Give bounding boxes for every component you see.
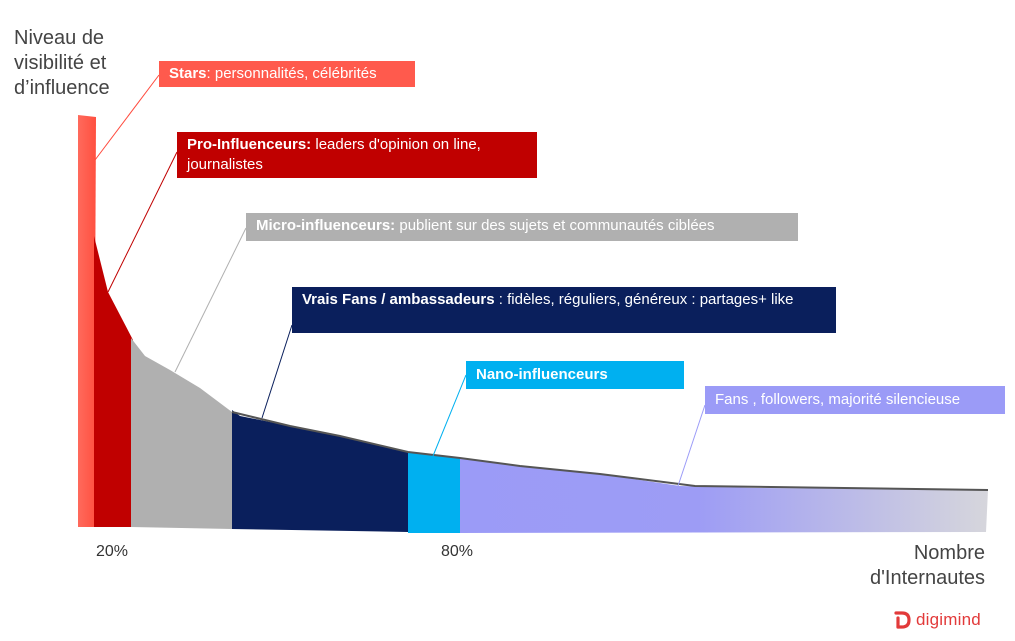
label-fans-followers: Fans , followers, majorité silencieuse: [705, 386, 1005, 414]
curve-outline: [231, 411, 989, 491]
label-pro-influenceurs: Pro-Influenceurs: leaders d'opinion on l…: [177, 132, 537, 178]
segment-vrais-fans: [232, 410, 408, 532]
segment-micro-influenceurs: [131, 338, 232, 529]
leader-line-micro: [174, 227, 247, 373]
leader-line-vrais-fans: [261, 324, 293, 419]
digimind-logo-text: digimind: [916, 610, 981, 629]
y-axis-label: Niveau de visibilité et d’influence: [14, 27, 110, 99]
leader-line-nano: [432, 374, 467, 457]
label-vrais-fans: Vrais Fans / ambassadeurs : fidèles, rég…: [292, 287, 836, 333]
x-axis-label: Nombre d'Internautes: [869, 542, 985, 589]
label-fans-desc: Fans , followers, majorité silencieuse: [715, 391, 961, 408]
label-vrais-fans-desc: : fidèles, réguliers, généreux : partage…: [494, 291, 794, 308]
leader-line-pro: [107, 151, 178, 293]
label-micro-title: Micro-influenceurs:: [256, 217, 396, 234]
label-micro-influenceurs: Micro-influenceurs: publient sur des suj…: [246, 213, 798, 241]
segment-nano-influenceurs: [408, 452, 460, 533]
label-stars-desc: : personnalités, célébrités: [206, 65, 377, 82]
leader-line-fans: [677, 404, 706, 487]
leader-line-stars: [94, 74, 160, 161]
label-stars-title: Stars: [169, 65, 207, 82]
label-nano-influenceurs: Nano-influenceurs: [466, 361, 684, 389]
digimind-logo: digimind: [892, 609, 981, 631]
label-micro-desc: publient sur des sujets et communautés c…: [395, 217, 715, 234]
segment-pro-influenceurs: [94, 236, 134, 527]
digimind-logo-icon: [894, 611, 911, 629]
tick-80-percent: 80%: [441, 543, 474, 560]
label-stars: Stars: personnalités, célébrités: [159, 61, 415, 87]
label-nano-title: Nano-influenceurs: [476, 366, 608, 383]
tick-20-percent: 20%: [96, 543, 129, 560]
segment-fans-followers: [460, 458, 988, 533]
label-pro-desc: leaders d'opinion on line, journalistes: [187, 136, 481, 173]
segment-stars: [78, 115, 96, 527]
label-pro-title: Pro-Influenceurs:: [187, 136, 312, 153]
label-vrais-fans-title: Vrais Fans / ambassadeurs: [302, 291, 495, 308]
